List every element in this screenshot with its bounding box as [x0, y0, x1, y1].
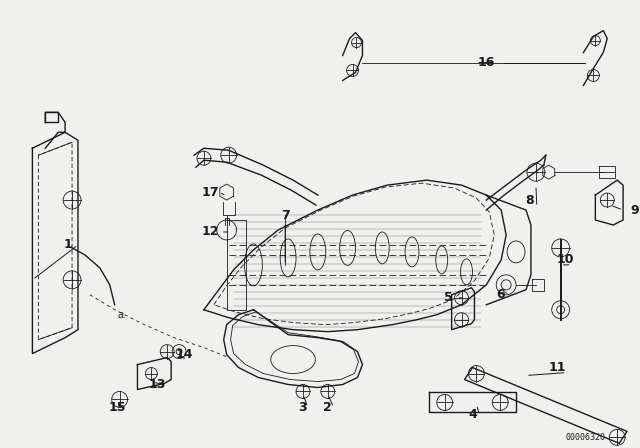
Text: 00006320: 00006320: [565, 433, 605, 442]
Text: 3: 3: [299, 401, 307, 414]
Text: 4: 4: [468, 408, 477, 421]
Text: 1: 1: [64, 238, 72, 251]
Text: 12: 12: [202, 225, 220, 238]
Text: 17: 17: [202, 185, 220, 198]
Text: 5: 5: [444, 291, 453, 304]
Text: 2: 2: [323, 401, 332, 414]
Text: 13: 13: [148, 378, 166, 391]
Text: 7: 7: [281, 208, 289, 221]
Text: 14: 14: [175, 348, 193, 361]
Text: 8: 8: [525, 194, 534, 207]
Text: 6: 6: [496, 288, 504, 301]
Text: 9: 9: [630, 203, 639, 216]
Text: 16: 16: [477, 56, 495, 69]
Text: 10: 10: [557, 254, 574, 267]
Text: a.: a.: [118, 310, 127, 320]
Text: 11: 11: [549, 361, 566, 374]
Text: 15: 15: [109, 401, 126, 414]
